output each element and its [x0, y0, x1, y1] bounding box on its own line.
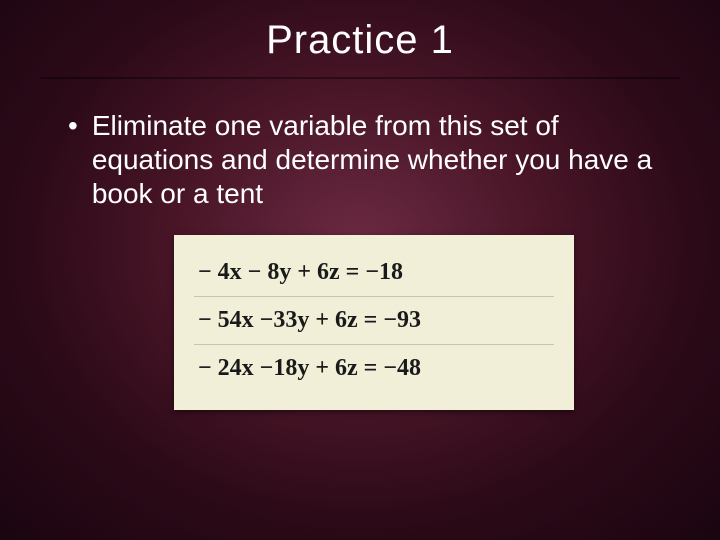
equations-card: − 4x − 8y + 6z = −18 − 54x −33y + 6z = −…: [174, 235, 574, 410]
slide-title: Practice 1: [40, 18, 680, 79]
slide-body: • Eliminate one variable from this set o…: [40, 109, 680, 410]
bullet-marker-icon: •: [68, 109, 78, 143]
equation-line: − 54x −33y + 6z = −93: [194, 297, 554, 345]
equation-line: − 4x − 8y + 6z = −18: [194, 249, 554, 297]
bullet-item: • Eliminate one variable from this set o…: [68, 109, 680, 211]
bullet-text: Eliminate one variable from this set of …: [92, 109, 680, 211]
equation-line: − 24x −18y + 6z = −48: [194, 345, 554, 392]
slide: Practice 1 • Eliminate one variable from…: [0, 0, 720, 540]
